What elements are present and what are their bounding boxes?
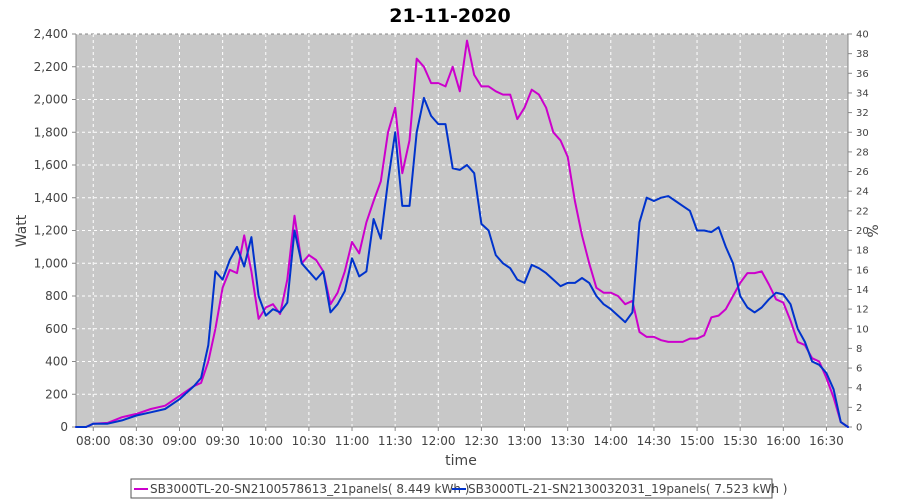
x-tick-label: 11:00 — [335, 434, 370, 448]
x-tick-label: 13:00 — [507, 434, 542, 448]
legend-item-label: SB3000TL-20-SN2100578613_21panels( 8.449… — [150, 482, 469, 496]
x-tick-label: 10:00 — [248, 434, 283, 448]
y2-tick-label: 28 — [856, 147, 869, 158]
y-tick-label: 200 — [45, 387, 68, 401]
y2-tick-label: 38 — [856, 49, 869, 60]
y-axis-label: Watt — [14, 214, 30, 247]
y-tick-label: 400 — [45, 355, 68, 369]
y-tick-label: 1,200 — [34, 224, 68, 238]
y2-tick-label: 0 — [856, 423, 862, 434]
x-tick-label: 16:00 — [766, 434, 801, 448]
y-tick-label: 2,000 — [34, 93, 68, 107]
x-tick-label: 14:30 — [637, 434, 672, 448]
x-tick-label: 16:30 — [809, 434, 844, 448]
x-tick-label: 08:30 — [119, 434, 154, 448]
y2-tick-label: 16 — [856, 265, 869, 276]
x-tick-label: 09:00 — [162, 434, 197, 448]
y-tick-label: 1,600 — [34, 158, 68, 172]
x-tick-label: 12:00 — [421, 434, 456, 448]
x-tick-label: 13:30 — [550, 434, 585, 448]
chart-title: 21-11-2020 — [389, 5, 511, 27]
series-layer — [75, 39, 849, 428]
y2-tick-label: 8 — [856, 344, 862, 355]
y2-tick-label: 18 — [856, 246, 869, 257]
y-tick-label: 1,400 — [34, 191, 68, 205]
x-tick-label: 08:00 — [76, 434, 111, 448]
y-tick-label: 1,800 — [34, 125, 68, 139]
y2-axis-label: % — [866, 224, 882, 237]
series-line-1 — [75, 39, 849, 428]
y-tick-label: 800 — [45, 289, 68, 303]
y2-tick-label: 40 — [856, 30, 869, 41]
y2-tick-label: 12 — [856, 305, 869, 316]
legend-box — [130, 478, 773, 499]
y2-tick-label: 14 — [856, 285, 869, 296]
legend-item-label: SB3000TL-21-SN2130032031_19panels( 7.523… — [468, 482, 787, 496]
y2-tick-label: 26 — [856, 167, 869, 178]
y2-tick-label: 30 — [856, 128, 869, 139]
y2-tick-label: 34 — [856, 88, 869, 99]
y-tick-label: 0 — [60, 420, 68, 434]
series-line-2 — [75, 96, 849, 428]
y2-tick-label: 24 — [856, 187, 869, 198]
x-axis-label: time — [445, 453, 477, 469]
y-tick-label: 1,000 — [34, 256, 68, 270]
y2-tick-label: 32 — [856, 108, 869, 119]
x-tick-label: 11:30 — [378, 434, 413, 448]
y2-tick-label: 10 — [856, 324, 869, 335]
y2-tick-label: 6 — [856, 364, 862, 375]
y2-tick-label: 20 — [856, 226, 869, 237]
legend: SB3000TL-20-SN2100578613_21panels( 8.449… — [130, 478, 787, 499]
x-tick-label: 09:30 — [205, 434, 240, 448]
y-tick-label: 600 — [45, 322, 68, 336]
y-tick-label: 2,400 — [34, 27, 68, 41]
y-axis: 0 200 400 600 800 1,000 1,200 1,400 1,600 1,800 2,… — [34, 27, 77, 434]
x-tick-label: 15:00 — [680, 434, 715, 448]
y-tick-label: 2,200 — [34, 60, 68, 74]
x-tick-label: 14:00 — [593, 434, 628, 448]
x-axis: 08:00 08:30 09:00 09:30 10:00 10:30 11:00 11:30… — [76, 426, 848, 448]
x-tick-label: 15:30 — [723, 434, 758, 448]
x-tick-label: 12:30 — [464, 434, 499, 448]
x-tick-label: 10:30 — [292, 434, 327, 448]
y2-tick-label: 22 — [856, 206, 869, 217]
y2-tick-label: 36 — [856, 69, 869, 80]
y2-tick-label: 2 — [856, 403, 862, 414]
y2-tick-label: 4 — [856, 383, 862, 394]
